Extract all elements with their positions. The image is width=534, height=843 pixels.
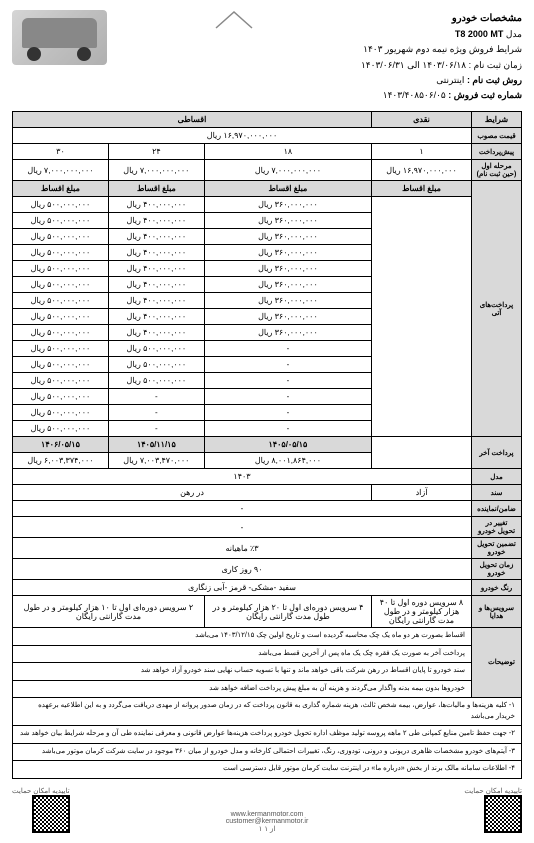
label-collateral: ضامن/نماینده	[472, 501, 522, 517]
label-doc: سند	[472, 485, 522, 501]
pricing-table: شرایط نقدی اقساطی قیمت مصوب ۱۶,۹۷۰,۰۰۰,۰…	[12, 111, 522, 779]
label-delivery: زمان تحویل خودرو	[472, 559, 522, 580]
row-label-payment: شرایط	[472, 112, 522, 128]
header: مشخصات خودرو مدل T8 2000 MT شرایط فروش و…	[12, 10, 522, 103]
label-color: رنگ خودرو	[472, 580, 522, 596]
label-guarantee: تضمین تحویل خودرو	[472, 538, 522, 559]
label-modelyear: مدل	[472, 469, 522, 485]
plan-24: ۲۴	[108, 144, 204, 160]
footer: تاییدیه امکان حمایت www.kermanmotor.com …	[12, 787, 522, 833]
label-changes: تغییر در تحویل خودرو	[472, 517, 522, 538]
label-prepay: پیش‌پرداخت	[472, 144, 522, 160]
label-first: مرحله اول (حین ثبت نام)	[472, 160, 522, 181]
doc-title: مشخصات خودرو	[361, 10, 522, 27]
footer-right: تاییدیه امکان حمایت	[464, 787, 522, 833]
total-price: ۱۶,۹۷۰,۰۰۰,۰۰۰ ریال	[13, 128, 472, 144]
label-services: سرویس‌ها و هدایا	[472, 596, 522, 628]
header-info: مشخصات خودرو مدل T8 2000 MT شرایط فروش و…	[361, 10, 522, 103]
qr-icon	[32, 795, 70, 833]
qr-icon	[484, 795, 522, 833]
label-total: قیمت مصوب	[472, 128, 522, 144]
plan-30: ۳۰	[13, 144, 109, 160]
label-notes: توضیحات	[472, 628, 522, 698]
label-installments: پرداخت‌های آتی	[472, 181, 522, 437]
footer-left: تاییدیه امکان حمایت	[12, 787, 70, 833]
car-image	[12, 10, 107, 65]
plan-18: ۱۸	[204, 144, 371, 160]
col-cash: نقدی	[372, 112, 472, 128]
plan-1: ۱	[372, 144, 472, 160]
footer-center: www.kermanmotor.com customer@kermanmotor…	[226, 811, 309, 833]
col-installment: اقساطی	[13, 112, 372, 128]
label-final: پرداخت آخر	[472, 437, 522, 469]
company-logo	[209, 10, 259, 32]
